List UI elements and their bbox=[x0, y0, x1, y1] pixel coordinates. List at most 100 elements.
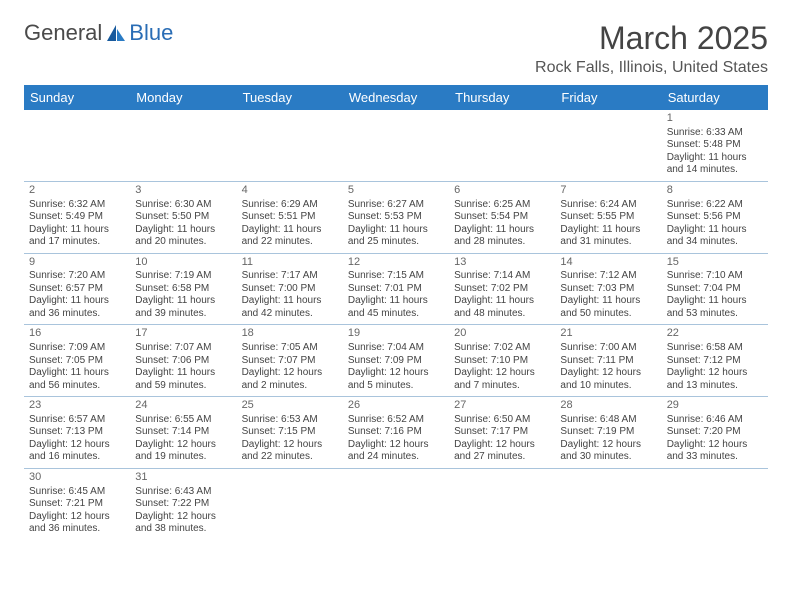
daylight-text: Daylight: 11 hours and 28 minutes. bbox=[454, 224, 550, 249]
day-number: 5 bbox=[348, 184, 444, 198]
daylight-text: Daylight: 12 hours and 10 minutes. bbox=[560, 367, 656, 392]
daylight-text: Daylight: 12 hours and 30 minutes. bbox=[560, 439, 656, 464]
daylight-text: Daylight: 11 hours and 22 minutes. bbox=[242, 224, 338, 249]
day-number: 30 bbox=[29, 471, 125, 485]
daylight-text: Daylight: 11 hours and 48 minutes. bbox=[454, 295, 550, 320]
calendar-cell: 31Sunrise: 6:43 AMSunset: 7:22 PMDayligh… bbox=[130, 468, 236, 539]
day-number: 24 bbox=[135, 399, 231, 413]
sunrise-text: Sunrise: 6:22 AM bbox=[667, 199, 763, 212]
calendar-cell: 20Sunrise: 7:02 AMSunset: 7:10 PMDayligh… bbox=[449, 325, 555, 397]
calendar-cell bbox=[555, 468, 661, 539]
calendar-cell: 15Sunrise: 7:10 AMSunset: 7:04 PMDayligh… bbox=[662, 253, 768, 325]
calendar-cell: 13Sunrise: 7:14 AMSunset: 7:02 PMDayligh… bbox=[449, 253, 555, 325]
sunrise-text: Sunrise: 7:20 AM bbox=[29, 270, 125, 283]
sunset-text: Sunset: 7:19 PM bbox=[560, 426, 656, 439]
daylight-text: Daylight: 11 hours and 36 minutes. bbox=[29, 295, 125, 320]
daylight-text: Daylight: 12 hours and 24 minutes. bbox=[348, 439, 444, 464]
day-number: 18 bbox=[242, 327, 338, 341]
col-wednesday: Wednesday bbox=[343, 85, 449, 110]
sunrise-text: Sunrise: 7:07 AM bbox=[135, 342, 231, 355]
calendar-row: 16Sunrise: 7:09 AMSunset: 7:05 PMDayligh… bbox=[24, 325, 768, 397]
calendar-cell: 24Sunrise: 6:55 AMSunset: 7:14 PMDayligh… bbox=[130, 397, 236, 469]
sunrise-text: Sunrise: 6:24 AM bbox=[560, 199, 656, 212]
sunrise-text: Sunrise: 6:50 AM bbox=[454, 414, 550, 427]
calendar-cell: 12Sunrise: 7:15 AMSunset: 7:01 PMDayligh… bbox=[343, 253, 449, 325]
sunset-text: Sunset: 7:02 PM bbox=[454, 283, 550, 296]
day-number: 12 bbox=[348, 256, 444, 270]
calendar-cell: 4Sunrise: 6:29 AMSunset: 5:51 PMDaylight… bbox=[237, 181, 343, 253]
day-number: 7 bbox=[560, 184, 656, 198]
day-number: 6 bbox=[454, 184, 550, 198]
sunrise-text: Sunrise: 6:45 AM bbox=[29, 486, 125, 499]
day-number: 21 bbox=[560, 327, 656, 341]
sunset-text: Sunset: 7:03 PM bbox=[560, 283, 656, 296]
sunset-text: Sunset: 7:01 PM bbox=[348, 283, 444, 296]
sunset-text: Sunset: 7:14 PM bbox=[135, 426, 231, 439]
calendar-row: 9Sunrise: 7:20 AMSunset: 6:57 PMDaylight… bbox=[24, 253, 768, 325]
sunset-text: Sunset: 5:56 PM bbox=[667, 211, 763, 224]
sunset-text: Sunset: 7:17 PM bbox=[454, 426, 550, 439]
daylight-text: Daylight: 11 hours and 31 minutes. bbox=[560, 224, 656, 249]
calendar-cell: 6Sunrise: 6:25 AMSunset: 5:54 PMDaylight… bbox=[449, 181, 555, 253]
sunset-text: Sunset: 7:06 PM bbox=[135, 355, 231, 368]
day-number: 11 bbox=[242, 256, 338, 270]
sunrise-text: Sunrise: 6:25 AM bbox=[454, 199, 550, 212]
calendar-cell: 8Sunrise: 6:22 AMSunset: 5:56 PMDaylight… bbox=[662, 181, 768, 253]
calendar-cell: 23Sunrise: 6:57 AMSunset: 7:13 PMDayligh… bbox=[24, 397, 130, 469]
day-number: 8 bbox=[667, 184, 763, 198]
sunset-text: Sunset: 7:09 PM bbox=[348, 355, 444, 368]
daylight-text: Daylight: 11 hours and 17 minutes. bbox=[29, 224, 125, 249]
calendar-cell bbox=[449, 110, 555, 181]
sunset-text: Sunset: 7:16 PM bbox=[348, 426, 444, 439]
sunset-text: Sunset: 7:13 PM bbox=[29, 426, 125, 439]
sunset-text: Sunset: 6:57 PM bbox=[29, 283, 125, 296]
daylight-text: Daylight: 12 hours and 38 minutes. bbox=[135, 511, 231, 536]
sunset-text: Sunset: 7:04 PM bbox=[667, 283, 763, 296]
calendar-cell: 3Sunrise: 6:30 AMSunset: 5:50 PMDaylight… bbox=[130, 181, 236, 253]
calendar-cell: 14Sunrise: 7:12 AMSunset: 7:03 PMDayligh… bbox=[555, 253, 661, 325]
header-row: Sunday Monday Tuesday Wednesday Thursday… bbox=[24, 85, 768, 110]
sunrise-text: Sunrise: 7:00 AM bbox=[560, 342, 656, 355]
daylight-text: Daylight: 12 hours and 13 minutes. bbox=[667, 367, 763, 392]
calendar-cell bbox=[24, 110, 130, 181]
sunset-text: Sunset: 7:11 PM bbox=[560, 355, 656, 368]
sunset-text: Sunset: 7:05 PM bbox=[29, 355, 125, 368]
sunrise-text: Sunrise: 7:15 AM bbox=[348, 270, 444, 283]
logo-sail-icon bbox=[106, 24, 126, 42]
day-number: 20 bbox=[454, 327, 550, 341]
calendar-cell: 2Sunrise: 6:32 AMSunset: 5:49 PMDaylight… bbox=[24, 181, 130, 253]
calendar-cell: 7Sunrise: 6:24 AMSunset: 5:55 PMDaylight… bbox=[555, 181, 661, 253]
sunset-text: Sunset: 5:55 PM bbox=[560, 211, 656, 224]
col-friday: Friday bbox=[555, 85, 661, 110]
sunrise-text: Sunrise: 6:46 AM bbox=[667, 414, 763, 427]
daylight-text: Daylight: 11 hours and 50 minutes. bbox=[560, 295, 656, 320]
logo: General Blue bbox=[24, 20, 173, 46]
calendar-cell bbox=[449, 468, 555, 539]
day-number: 4 bbox=[242, 184, 338, 198]
calendar-cell: 26Sunrise: 6:52 AMSunset: 7:16 PMDayligh… bbox=[343, 397, 449, 469]
sunset-text: Sunset: 6:58 PM bbox=[135, 283, 231, 296]
calendar-cell bbox=[555, 110, 661, 181]
day-number: 25 bbox=[242, 399, 338, 413]
daylight-text: Daylight: 11 hours and 56 minutes. bbox=[29, 367, 125, 392]
sunrise-text: Sunrise: 6:29 AM bbox=[242, 199, 338, 212]
col-monday: Monday bbox=[130, 85, 236, 110]
day-number: 27 bbox=[454, 399, 550, 413]
col-saturday: Saturday bbox=[662, 85, 768, 110]
sunrise-text: Sunrise: 6:43 AM bbox=[135, 486, 231, 499]
sunset-text: Sunset: 7:21 PM bbox=[29, 498, 125, 511]
sunrise-text: Sunrise: 7:14 AM bbox=[454, 270, 550, 283]
title-block: March 2025 Rock Falls, Illinois, United … bbox=[535, 20, 768, 77]
daylight-text: Daylight: 12 hours and 5 minutes. bbox=[348, 367, 444, 392]
day-number: 31 bbox=[135, 471, 231, 485]
calendar-cell: 17Sunrise: 7:07 AMSunset: 7:06 PMDayligh… bbox=[130, 325, 236, 397]
sunrise-text: Sunrise: 7:12 AM bbox=[560, 270, 656, 283]
calendar-cell bbox=[343, 110, 449, 181]
sunrise-text: Sunrise: 7:05 AM bbox=[242, 342, 338, 355]
calendar-cell: 21Sunrise: 7:00 AMSunset: 7:11 PMDayligh… bbox=[555, 325, 661, 397]
calendar-cell bbox=[130, 110, 236, 181]
daylight-text: Daylight: 12 hours and 33 minutes. bbox=[667, 439, 763, 464]
sunset-text: Sunset: 5:54 PM bbox=[454, 211, 550, 224]
sunset-text: Sunset: 7:10 PM bbox=[454, 355, 550, 368]
daylight-text: Daylight: 12 hours and 27 minutes. bbox=[454, 439, 550, 464]
